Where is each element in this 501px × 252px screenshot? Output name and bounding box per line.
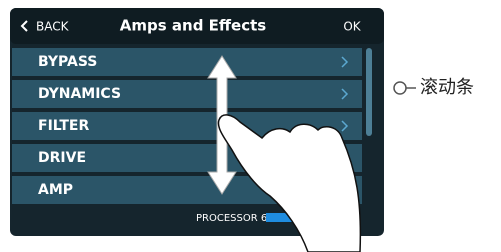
row-label[interactable]: BYPASS	[38, 54, 97, 70]
callout-dot	[394, 82, 406, 94]
list-row[interactable]: BYPASS	[12, 48, 362, 76]
scrollbar	[366, 48, 372, 136]
row-label[interactable]: DYNAMICS	[38, 86, 121, 102]
back-button[interactable]: BACK	[36, 20, 70, 34]
row-label[interactable]: FILTER	[38, 118, 89, 134]
list-row[interactable]: DYNAMICS	[12, 80, 362, 108]
row-label[interactable]: AMP	[38, 182, 73, 198]
row-label[interactable]: DRIVE	[38, 150, 86, 166]
ok-button[interactable]: OK	[343, 20, 361, 34]
screenshot: BACK Amps and Effects OK BYPASS DYNAMICS F…	[0, 0, 501, 252]
page: {"header": {"back": "BACK", "title": "Am…	[0, 0, 501, 252]
callout-label: 滚动条	[420, 77, 474, 98]
screen-title: Amps and Effects	[120, 17, 267, 35]
